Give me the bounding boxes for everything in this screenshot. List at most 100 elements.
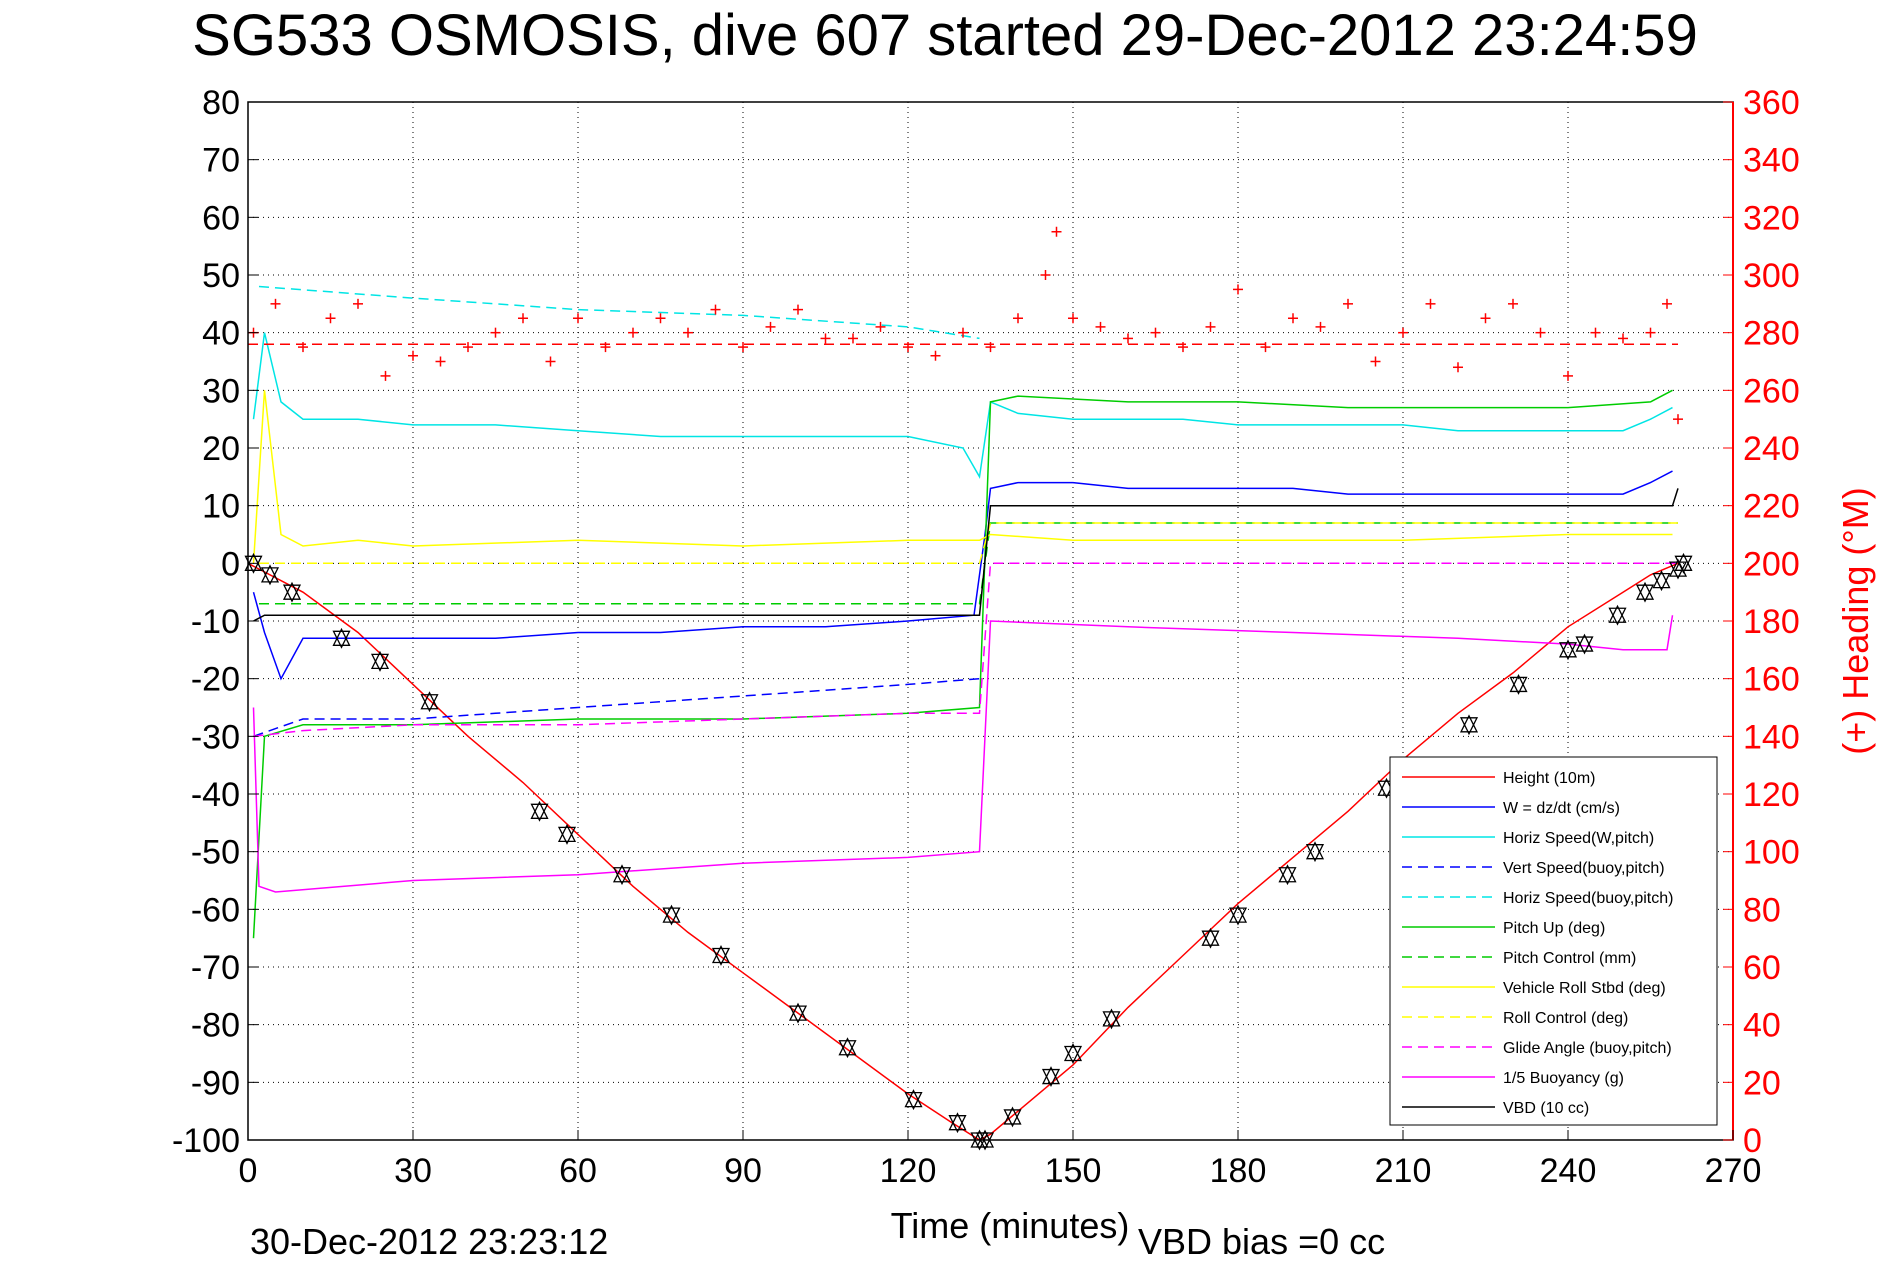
heading-point — [1425, 298, 1436, 309]
dive-marker — [1278, 864, 1297, 886]
series-line-3 — [253, 677, 980, 738]
y-tick-label: 0 — [221, 545, 240, 583]
y-tick-label: -40 — [191, 776, 240, 814]
heading-point — [408, 350, 418, 361]
dive-marker — [662, 904, 681, 926]
heading-point — [325, 313, 336, 324]
right-tick-label: 160 — [1743, 661, 1800, 699]
series-line-9 — [253, 562, 1678, 738]
right-tick-label: 220 — [1743, 488, 1800, 526]
heading-point — [1068, 313, 1078, 324]
dive-marker — [420, 691, 439, 713]
heading-point — [435, 356, 446, 367]
legend-label: Glide Angle (buoy,pitch) — [1503, 1040, 1672, 1057]
y-tick-label: 10 — [202, 488, 240, 526]
legend: Height (10m) W = dz/dt (cm/s) Horiz Speed(… — [1389, 756, 1718, 1126]
right-tick-label: 280 — [1743, 315, 1800, 353]
legend-label: Roll Control (deg) — [1503, 1010, 1628, 1027]
dive-marker — [788, 1002, 808, 1024]
dive-marker — [530, 800, 549, 822]
right-tick-label: 0 — [1743, 1122, 1762, 1160]
legend-label: Vehicle Roll Stbd (deg) — [1503, 980, 1666, 997]
legend-label: VBD (10 cc) — [1503, 1100, 1589, 1117]
dive-marker-layer — [244, 552, 1693, 1151]
dive-marker — [1459, 714, 1479, 736]
y-tick-label: -80 — [191, 1007, 240, 1045]
right-tick-label: 120 — [1743, 776, 1800, 814]
y-tick-label: 70 — [202, 142, 240, 180]
legend-label: Vert Speed(buoy,pitch) — [1503, 860, 1665, 877]
heading-point — [793, 304, 803, 315]
heading-point — [1288, 313, 1298, 324]
heading-point — [463, 342, 473, 353]
heading-point — [298, 342, 308, 353]
dive-marker — [332, 627, 351, 649]
dive-marker — [1228, 904, 1248, 926]
y-tick-label: 30 — [202, 372, 240, 410]
dive-marker — [1558, 639, 1578, 661]
heading-point — [875, 321, 886, 332]
chart-title: SG533 OSMOSIS, dive 607 started 29-Dec-2… — [192, 3, 1698, 68]
right-tick-label: 320 — [1743, 199, 1800, 237]
series-line-5 — [252, 389, 1673, 939]
dive-marker — [975, 1129, 995, 1151]
right-tick-label: 200 — [1743, 545, 1800, 583]
right-tick-label: 300 — [1743, 257, 1800, 295]
heading-point — [1673, 414, 1683, 425]
heading-point — [353, 298, 363, 309]
dive-marker — [1674, 552, 1693, 574]
heading-point — [1480, 313, 1491, 324]
heading-point — [1535, 327, 1546, 338]
dive-marker — [1201, 927, 1220, 949]
y-tick-label: -50 — [191, 834, 240, 872]
legend-label: Horiz Speed(buoy,pitch) — [1503, 890, 1673, 907]
x-tick-label: 60 — [559, 1152, 597, 1190]
right-tick-label: 100 — [1743, 834, 1800, 872]
legend-label: W = dz/dt (cm/s) — [1503, 800, 1620, 817]
series-line-7 — [252, 390, 1673, 564]
series-line-10 — [252, 615, 1674, 893]
heading-point — [573, 313, 583, 324]
series-line-4 — [258, 285, 980, 340]
x-tick-label: 0 — [239, 1152, 258, 1190]
dive-marker — [1102, 1008, 1121, 1030]
heading-point — [1178, 342, 1188, 353]
right-tick-label: 40 — [1743, 1007, 1781, 1045]
heading-point — [1051, 226, 1062, 237]
heading-point — [1013, 313, 1023, 324]
y-tick-label: -10 — [191, 603, 240, 641]
heading-point — [1040, 270, 1051, 280]
x-tick-label: 240 — [1540, 1152, 1597, 1190]
dive-marker — [1041, 1066, 1061, 1088]
dive-marker — [244, 552, 263, 574]
y-tick-label: -30 — [191, 718, 240, 756]
dive-marker — [1305, 841, 1325, 863]
y-tick-label: 20 — [202, 430, 240, 468]
right-tick-label: 60 — [1743, 949, 1781, 987]
dive-marker — [948, 1112, 967, 1134]
heading-point — [1123, 333, 1133, 344]
heading-point — [1343, 298, 1353, 309]
dive-marker — [1003, 1106, 1022, 1128]
heading-point — [1233, 284, 1243, 295]
heading-point — [1260, 342, 1271, 353]
heading-point — [1315, 321, 1326, 332]
heading-point — [655, 313, 666, 324]
dive-marker — [1652, 570, 1671, 592]
dive-marker — [370, 650, 390, 672]
y-tick-label: -70 — [191, 949, 240, 987]
heading-point — [1645, 327, 1656, 338]
dive-marker — [260, 564, 280, 586]
y-tick-label: 60 — [202, 199, 240, 237]
right-tick-label: 140 — [1743, 718, 1800, 756]
heading-point — [1590, 327, 1601, 338]
heading-point — [380, 370, 391, 381]
heading-point — [765, 321, 776, 332]
dive-marker — [557, 823, 577, 845]
legend-box — [1389, 756, 1718, 1126]
heading-point — [1370, 356, 1381, 367]
x-tick-label: 90 — [724, 1152, 762, 1190]
dive-marker — [1608, 604, 1627, 626]
series-layer — [247, 226, 1683, 1141]
heading-point — [628, 327, 638, 338]
